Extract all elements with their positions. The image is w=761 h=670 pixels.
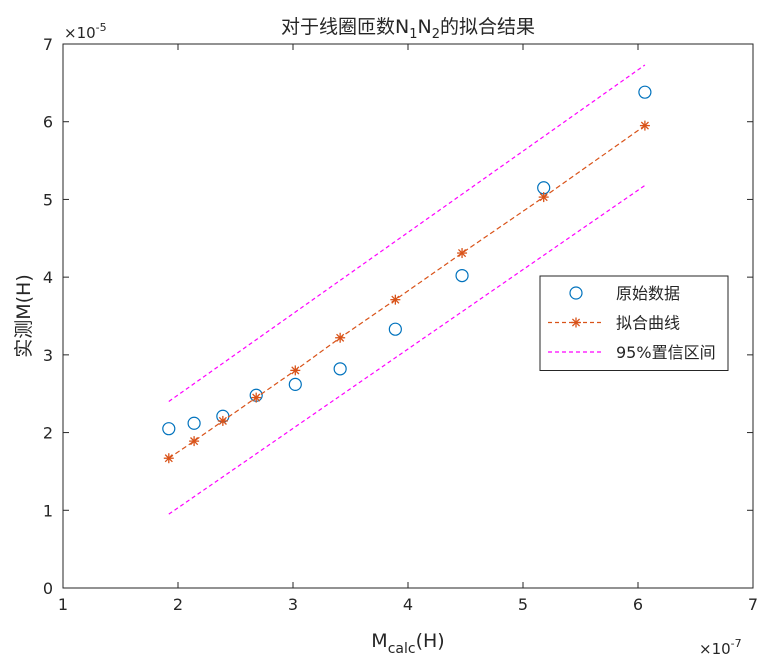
legend-label: 95%置信区间 [616,343,716,362]
y-tick-label: 6 [43,113,53,132]
data-point [455,268,469,283]
x-tick-label: 3 [288,595,298,614]
y-tick-label: 0 [43,579,53,598]
y-axis-exponent: ×10-5 [64,21,107,42]
y-tick-label: 4 [43,268,53,287]
fit-point [189,436,200,447]
x-tick-label: 4 [403,595,413,614]
fit-point [390,294,401,305]
confidence-band-line [168,64,646,402]
y-tick-label: 1 [43,501,53,520]
x-tick-label: 1 [58,595,68,614]
chart-title: 对于线圈匝数N1N2的拟合结果 [281,16,535,42]
x-tick-label: 2 [173,595,183,614]
legend-marker [569,286,583,300]
fit-point [538,192,549,203]
y-tick-label: 3 [43,346,53,365]
x-tick-label: 6 [633,595,643,614]
legend-label: 拟合曲线 [616,314,680,333]
fit-point [457,248,468,259]
fit-point [335,332,346,343]
confidence-band-line [168,184,646,515]
fit-line [168,125,646,459]
data-point [333,362,347,376]
data-point [638,85,652,99]
x-tick-label: 7 [748,595,758,614]
legend-label: 原始数据 [616,284,680,303]
fit-point [290,365,301,376]
data-point [187,416,201,430]
x-axis-label: Mcalc(H) [371,630,444,657]
y-axis-label: 实测M(H) [13,274,35,358]
legend-marker [571,317,581,328]
fit-point [217,415,228,426]
y-tick-label: 2 [43,424,53,443]
fit-point [639,120,650,131]
x-tick-label: 5 [518,595,528,614]
y-tick-label: 5 [43,190,53,209]
legend-box [539,275,729,371]
data-point [288,377,302,391]
data-point [388,322,402,336]
fit-point [163,453,174,464]
fit-point [251,392,262,403]
y-tick-label: 7 [43,35,53,54]
data-point [162,422,176,436]
x-axis-exponent: ×10-7 [699,637,742,658]
